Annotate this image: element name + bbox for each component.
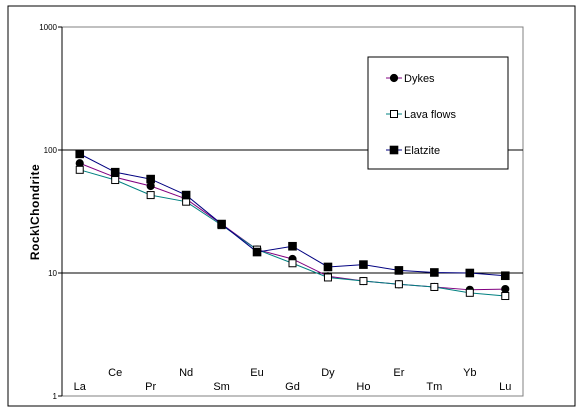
legend-marker	[390, 110, 398, 118]
category-label: La	[74, 381, 87, 393]
category-label: Dy	[321, 367, 335, 379]
category-label: Gd	[285, 381, 300, 393]
data-point	[359, 277, 368, 286]
y-tick-label: 1	[53, 392, 58, 401]
data-point	[430, 282, 439, 291]
data-point	[430, 268, 439, 277]
data-point	[288, 259, 297, 268]
y-tick-label: 100	[44, 146, 58, 155]
y-tick-label: 10	[48, 269, 57, 278]
legend-label: Lava flows	[404, 109, 456, 121]
data-point	[323, 262, 333, 272]
data-point	[501, 284, 510, 294]
legend-entry: Dykes	[386, 73, 435, 85]
data-point	[181, 190, 191, 200]
data-point	[75, 165, 84, 174]
data-point	[394, 280, 403, 289]
category-label: Er	[393, 367, 404, 379]
category-label: Sm	[213, 381, 230, 393]
legend: Dykes Lava flows Elatzite	[367, 56, 509, 170]
data-point	[359, 260, 368, 269]
data-point	[217, 219, 226, 229]
data-point	[501, 292, 510, 301]
legend-entry: Lava flows	[386, 109, 456, 121]
legend-marker	[389, 73, 399, 83]
data-point	[146, 174, 155, 184]
category-label: Nd	[179, 367, 193, 379]
category-label: Ce	[108, 367, 122, 379]
category-label: Tm	[426, 381, 442, 393]
series-2	[75, 149, 510, 281]
data-point	[465, 268, 475, 278]
data-point	[252, 247, 262, 257]
y-axis-label: Rock\Chondrite	[28, 164, 42, 260]
data-point	[110, 167, 120, 177]
y-tick-labels: 1 10 100 1000	[39, 23, 62, 401]
legend-marker	[389, 145, 399, 155]
category-label: Pr	[145, 381, 156, 393]
category-label: Yb	[463, 367, 476, 379]
data-point	[394, 266, 404, 275]
data-point	[288, 241, 297, 251]
category-label: Ho	[356, 381, 370, 393]
data-point	[146, 181, 155, 191]
data-point	[465, 288, 474, 297]
category-label: Lu	[499, 381, 511, 393]
data-point	[500, 271, 510, 281]
y-tick-label: 1000	[39, 23, 57, 32]
data-point	[75, 159, 84, 168]
data-point	[323, 273, 332, 282]
legend-label: Elatzite	[404, 145, 440, 157]
data-point	[111, 176, 120, 185]
category-label: Eu	[250, 367, 263, 379]
data-point	[146, 191, 155, 200]
data-point	[75, 149, 85, 159]
category-labels: La Ce Pr Nd Sm Eu Gd Dy Ho Er Tm Yb Lu	[74, 367, 512, 393]
legend-label: Dykes	[404, 73, 435, 85]
series-group	[75, 149, 510, 301]
legend-entry: Elatzite	[386, 145, 440, 157]
